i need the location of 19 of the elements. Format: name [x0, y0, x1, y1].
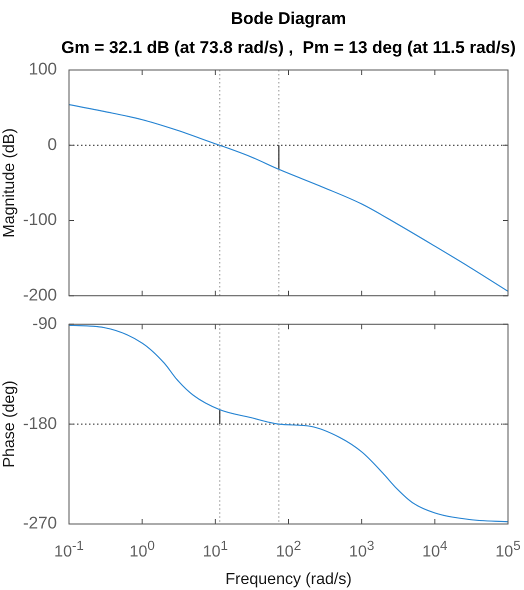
x-tick-label: 10$^{3}$: [349, 537, 374, 562]
y-tick-label: -100: [22, 210, 57, 230]
chart-subtitle: Gm = 32.1 dB (at 73.8 rad/s) , Pm = 13 deg (at 11.5 rad/s): [61, 38, 516, 57]
y-axis-title: Magnitude (dB): [1, 128, 18, 238]
y-tick-label: -180: [22, 414, 57, 433]
x-tick-label: 10$^{2}$: [276, 537, 302, 562]
x-tick-label: 10$^{5}$: [495, 537, 521, 562]
chart-title: Bode Diagram: [230, 9, 346, 28]
y-tick-label: 0: [48, 134, 57, 154]
x-tick-label: 10$^{0}$: [130, 537, 155, 562]
y-tick-label: -90: [32, 314, 57, 333]
x-tick-label: 10$^{4}$: [422, 537, 448, 562]
y-tick-label: 100: [28, 60, 57, 79]
y-axis-title: Phase (deg): [1, 380, 18, 468]
x-axis-title: Frequency (rad/s): [225, 571, 352, 588]
y-tick-label: -200: [22, 285, 57, 304]
x-tick-label: 10$^{1}$: [202, 537, 228, 562]
x-tick-label: 10$^{-1}$: [54, 537, 84, 562]
y-tick-label: -270: [22, 514, 57, 533]
